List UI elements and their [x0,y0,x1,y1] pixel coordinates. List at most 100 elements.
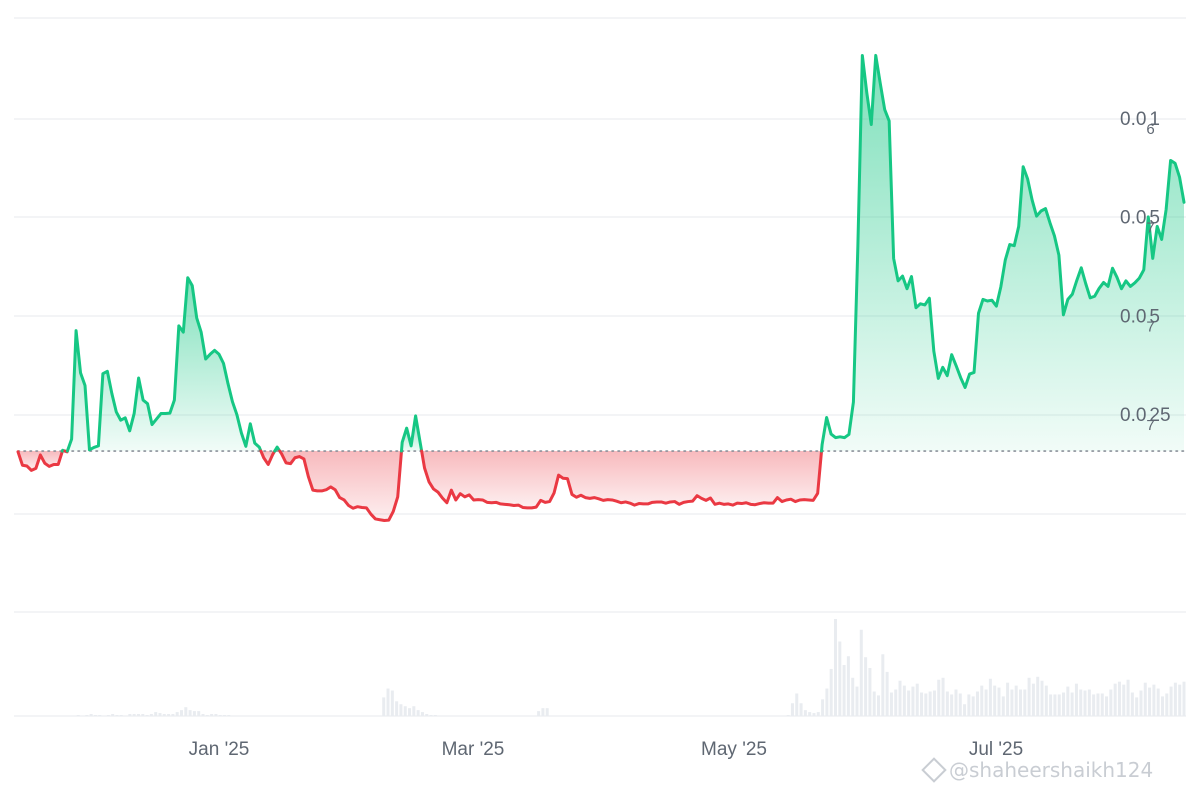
volume-bar [1105,696,1109,716]
volume-bar [851,677,855,716]
volume-bar [1126,679,1130,716]
y-tick-label: 0.0 725 [1120,405,1171,434]
volume-bar [1113,683,1117,716]
volume-bar [179,710,183,716]
volume-bar [132,714,136,716]
volume-bar [167,714,171,716]
area-below-baseline [18,451,63,471]
volume-bar [403,706,407,716]
volume-bar [1109,689,1113,716]
volume-bar [184,707,188,716]
price-line-down [259,449,277,466]
volume-bar [1169,686,1173,716]
y-tick-main: 0.0 [1120,109,1146,130]
volume-bar [821,699,825,716]
area-below-baseline [421,451,822,508]
volume-bar [842,665,846,716]
volume-bar [420,712,424,716]
y-tick-rest: 1 [1149,109,1160,130]
volume-bar [1092,694,1096,716]
volume-bar [954,689,958,716]
volume-bar [390,690,394,716]
x-tick-label: Jul '25 [969,739,1023,760]
volume-bar [1122,684,1126,716]
y-tick-rest: 5 [1149,208,1160,229]
volume-bar [795,693,799,716]
volume-bar [868,667,872,716]
volume-bar [162,714,166,716]
volume-bar [1182,681,1186,716]
volume-bar [1139,690,1143,716]
area-below-baseline [279,451,402,521]
volume-bar [967,694,971,716]
y-axis-labels: 0.0 610.0 750.0 750.0 725 [1120,109,1171,434]
volume-bar [812,713,816,716]
volume-bar [382,697,386,716]
volume-bar [136,714,140,716]
volume-bar [1057,694,1061,716]
volume-bar [93,715,97,716]
logo-icon [921,757,947,783]
price-line-up [820,53,1186,453]
volume-bar [429,715,433,716]
volume-bar [537,711,541,716]
volume-bar [188,710,192,716]
volume-bar [171,714,175,716]
volume-bar [808,712,812,716]
volume-bar [984,689,988,716]
volume-bar [1031,683,1035,716]
volume-bar [799,703,803,716]
volume-bar [76,715,80,716]
volume-bar [214,714,218,716]
volume-bar [545,708,549,716]
x-axis-labels: Jan '25 Mar '25 May '25 Jul '25 [189,739,1024,760]
volume-bar [1044,685,1048,716]
volume-bar [790,703,794,716]
x-tick-label: Jan '25 [189,739,250,760]
y-tick-main: 0.0 [1120,405,1146,426]
area-fills [18,55,1184,521]
volume-bar [1135,697,1139,716]
volume-bar [1152,684,1156,716]
volume-bar [1130,692,1134,716]
volume-bar [915,683,919,716]
volume-bar [1014,685,1018,716]
y-tick-subscript: 7 [1146,220,1154,237]
price-line-down [278,449,403,523]
volume-bar [1062,692,1066,716]
volume-bar [833,618,837,716]
volume-bar [963,704,967,716]
volume-bar [399,704,403,716]
volume-bar [141,714,145,716]
watermark-text: @shaheershaikh124 [949,758,1154,782]
volume-bar [1079,689,1083,716]
volume-bar [1053,694,1057,716]
x-tick-label: Mar '25 [442,739,505,760]
volume-bar [227,715,231,716]
x-tick-label: May '25 [701,739,767,760]
volume-bar [541,708,545,716]
volume-bar [433,715,437,716]
volume-bar [825,688,829,716]
volume-bar [786,715,790,716]
volume-bar [218,715,222,716]
volume-bar [201,714,205,716]
y-tick-rest: 5 [1149,306,1160,327]
volume-bar [885,671,889,716]
y-tick-label: 0.0 75 [1120,208,1160,237]
volume-bar [924,693,928,716]
volume-bar [975,691,979,716]
volume-bar [98,715,102,716]
volume-bar [205,715,209,716]
volume-bar [89,714,93,716]
volume-bar [115,715,119,716]
volume-bar [192,711,196,716]
volume-bar [1066,686,1070,716]
volume-bar [1036,676,1040,716]
volume-bar [1006,682,1010,716]
volume-bar [1070,692,1074,716]
price-lines [16,53,1186,523]
volume-bar [997,687,1001,716]
y-tick-main: 0.0 [1120,306,1146,327]
